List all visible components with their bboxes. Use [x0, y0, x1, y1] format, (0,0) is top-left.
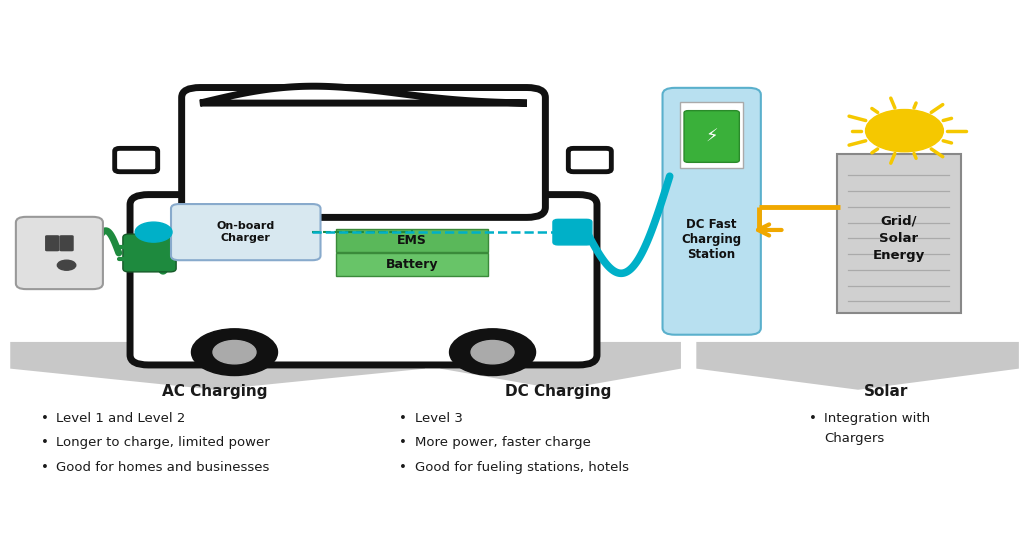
Text: Solar: Solar [863, 385, 908, 399]
FancyBboxPatch shape [663, 88, 761, 335]
FancyBboxPatch shape [45, 235, 59, 251]
FancyBboxPatch shape [171, 204, 321, 260]
FancyBboxPatch shape [837, 154, 961, 313]
Text: Longer to charge, limited power: Longer to charge, limited power [56, 436, 270, 449]
Text: DC Fast
Charging
Station: DC Fast Charging Station [682, 218, 741, 261]
Text: Level 3: Level 3 [415, 411, 463, 425]
FancyBboxPatch shape [568, 148, 611, 172]
Text: •: • [399, 436, 408, 449]
Circle shape [471, 340, 514, 364]
Text: •: • [399, 460, 408, 474]
Text: DC Charging: DC Charging [505, 385, 611, 399]
Text: Grid/
Solar
Energy: Grid/ Solar Energy [872, 215, 925, 262]
Text: Integration with: Integration with [824, 411, 931, 425]
FancyBboxPatch shape [130, 195, 597, 365]
Text: ⚡: ⚡ [706, 127, 718, 146]
Polygon shape [10, 342, 425, 390]
Text: On-board
Charger: On-board Charger [217, 221, 274, 243]
Circle shape [450, 329, 536, 375]
Text: •: • [41, 411, 49, 425]
Text: •: • [41, 436, 49, 449]
Text: Level 1 and Level 2: Level 1 and Level 2 [56, 411, 185, 425]
FancyBboxPatch shape [684, 111, 739, 162]
FancyBboxPatch shape [181, 87, 546, 217]
Polygon shape [440, 342, 681, 390]
FancyBboxPatch shape [336, 253, 488, 276]
Text: Chargers: Chargers [824, 433, 885, 445]
FancyBboxPatch shape [123, 234, 176, 272]
Text: AC Charging: AC Charging [162, 385, 268, 399]
Polygon shape [200, 86, 527, 103]
Text: Good for homes and businesses: Good for homes and businesses [56, 460, 269, 474]
FancyBboxPatch shape [680, 102, 743, 168]
Text: Good for fueling stations, hotels: Good for fueling stations, hotels [415, 460, 629, 474]
Polygon shape [696, 342, 1019, 390]
Text: •: • [809, 411, 817, 425]
Text: Battery: Battery [386, 258, 438, 271]
Text: EMS: EMS [397, 234, 427, 247]
Circle shape [213, 340, 256, 364]
Circle shape [135, 222, 172, 242]
Circle shape [57, 260, 76, 270]
FancyBboxPatch shape [553, 220, 592, 245]
FancyBboxPatch shape [115, 148, 158, 172]
Circle shape [865, 110, 943, 152]
Text: More power, faster charge: More power, faster charge [415, 436, 591, 449]
FancyBboxPatch shape [59, 235, 74, 251]
Text: •: • [41, 460, 49, 474]
Circle shape [191, 329, 278, 375]
Text: •: • [399, 411, 408, 425]
FancyBboxPatch shape [336, 229, 488, 252]
FancyBboxPatch shape [16, 217, 102, 289]
